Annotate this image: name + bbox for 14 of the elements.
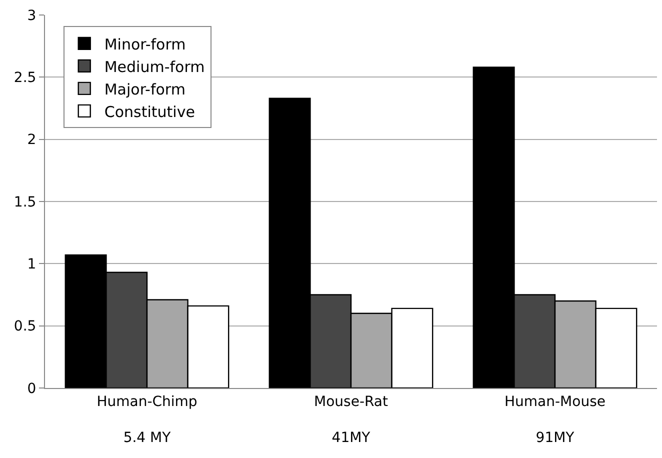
y-tick-label: 3 bbox=[27, 8, 36, 24]
category-label: Human-Chimp 5.4 MY bbox=[96, 394, 198, 446]
y-tick-label: 0 bbox=[27, 380, 36, 397]
legend-label: Major-form bbox=[104, 80, 186, 98]
category-label: Human-Mouse 91MY bbox=[504, 394, 606, 446]
y-tick-label: 1 bbox=[27, 256, 36, 273]
category-label: Mouse-Rat 41MY bbox=[314, 394, 388, 446]
y-tick-label: 0.5 bbox=[14, 318, 36, 335]
y-tick-label: 1.5 bbox=[14, 194, 36, 210]
legend-label: Medium-form bbox=[104, 58, 205, 76]
legend-label: Constitutive bbox=[104, 102, 195, 121]
y-tick-label: 2.5 bbox=[14, 70, 36, 86]
y-tick-label: 2 bbox=[27, 132, 36, 148]
legend-label: Minor-form bbox=[104, 35, 186, 54]
